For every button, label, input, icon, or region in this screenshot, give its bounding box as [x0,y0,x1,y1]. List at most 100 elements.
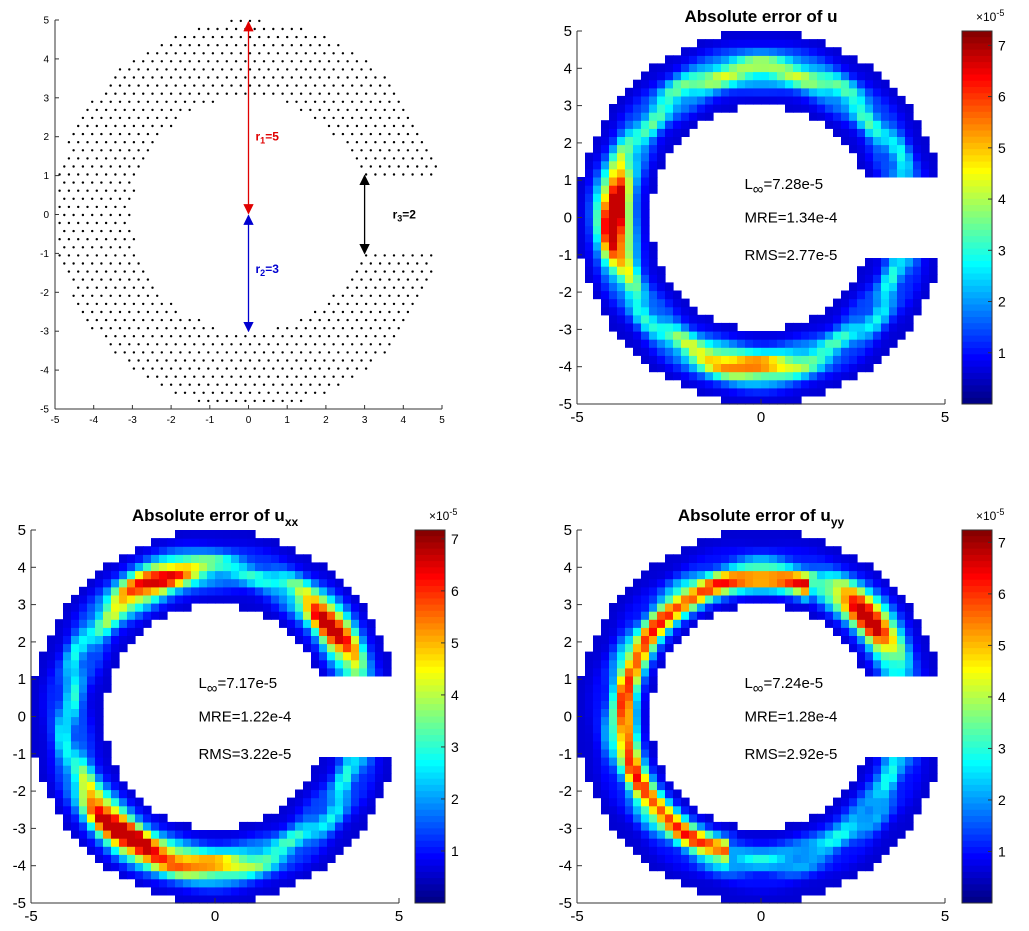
heat-cell [649,838,658,847]
heat-cell [681,120,690,129]
node-point [239,19,242,23]
heat-cell [801,71,810,81]
colorbar-swatch [415,685,445,693]
heat-cell [761,55,770,64]
heat-cell [921,781,930,791]
node-point [402,270,405,273]
heat-cell [71,773,80,782]
node-point [216,44,219,47]
heat-cell [913,627,922,636]
colorbar-tick-label: 4 [998,191,1006,207]
heat-cell [753,554,762,563]
node-point [183,375,187,378]
heat-cell [673,355,682,364]
heat-cell [833,55,842,64]
heat-cell [367,643,376,653]
heat-cell [673,586,682,596]
node-point [156,343,159,346]
heat-cell [335,586,344,596]
heat-cell [593,643,602,653]
heat-cell [641,854,650,863]
heat-cell [71,724,80,734]
heat-cell [47,676,56,685]
heat-cell [103,821,112,831]
heat-cell [769,538,778,547]
heat-cell [665,87,674,97]
node-point [114,238,117,241]
heat-cell [223,538,232,547]
heat-cell [729,39,738,48]
heat-cell [609,740,618,750]
heat-cell [777,371,786,381]
node-point [132,157,136,160]
heat-cell [87,773,96,782]
heat-cell [641,748,650,758]
heat-cell [633,757,642,766]
heat-cell [335,635,344,645]
heat-cell [359,635,368,645]
heat-cell [785,546,794,555]
heat-cell [351,773,360,782]
heat-cell [359,667,368,677]
node-point [72,181,75,184]
heat-cell [247,838,256,847]
heat-cell [697,387,706,397]
node-point [374,173,377,176]
heat-cell [673,55,682,64]
heat-cell [713,339,722,348]
heat-cell [665,562,674,572]
heat-cell [857,659,866,669]
node-point [81,116,85,120]
heat-cell [335,830,344,839]
node-point [67,270,71,273]
heat-cell [745,363,754,373]
heat-cell [319,611,328,620]
heat-cell [921,651,930,661]
heat-cell [905,603,914,612]
heat-cell [79,700,88,709]
heat-cell [609,120,618,129]
heat-cell [793,538,802,547]
heat-cell [921,765,930,774]
node-point [281,76,284,79]
heat-cell [641,830,650,839]
colorbar-tick-label: 4 [451,687,459,703]
heat-cell [697,314,706,324]
heat-cell [657,363,666,373]
heat-cell [223,838,232,847]
heat-cell [665,347,674,356]
heat-cell [625,659,634,669]
node-point [216,76,219,79]
node-point [364,141,368,144]
heat-cell [681,347,690,356]
heat-cell [697,355,706,364]
heat-cell [63,651,72,661]
heat-cell [375,789,384,799]
heat-cell [761,594,770,604]
heat-cell [769,838,778,847]
heat-cell [865,152,874,162]
heat-cell [239,878,248,888]
heat-cell [95,627,104,636]
heat-cell [697,538,706,547]
heat-cell [857,578,866,588]
heat-cell [729,862,738,872]
heat-cell [641,120,650,129]
node-point [207,27,210,31]
heat-cell [777,886,786,896]
heat-cell [665,128,674,137]
heat-cell [633,185,642,194]
heat-cell [641,781,650,791]
heat-cell [617,160,626,170]
y-tick-label: -4 [40,366,49,377]
node-point [318,383,321,386]
heat-cell [47,708,56,718]
heat-cell [79,757,88,766]
heat-cell [881,347,890,356]
heat-cell [905,104,914,113]
heat-cell [279,862,288,872]
heat-cell [921,635,930,645]
heat-cell [641,619,650,628]
node-point [72,165,75,168]
node-point [262,92,266,95]
